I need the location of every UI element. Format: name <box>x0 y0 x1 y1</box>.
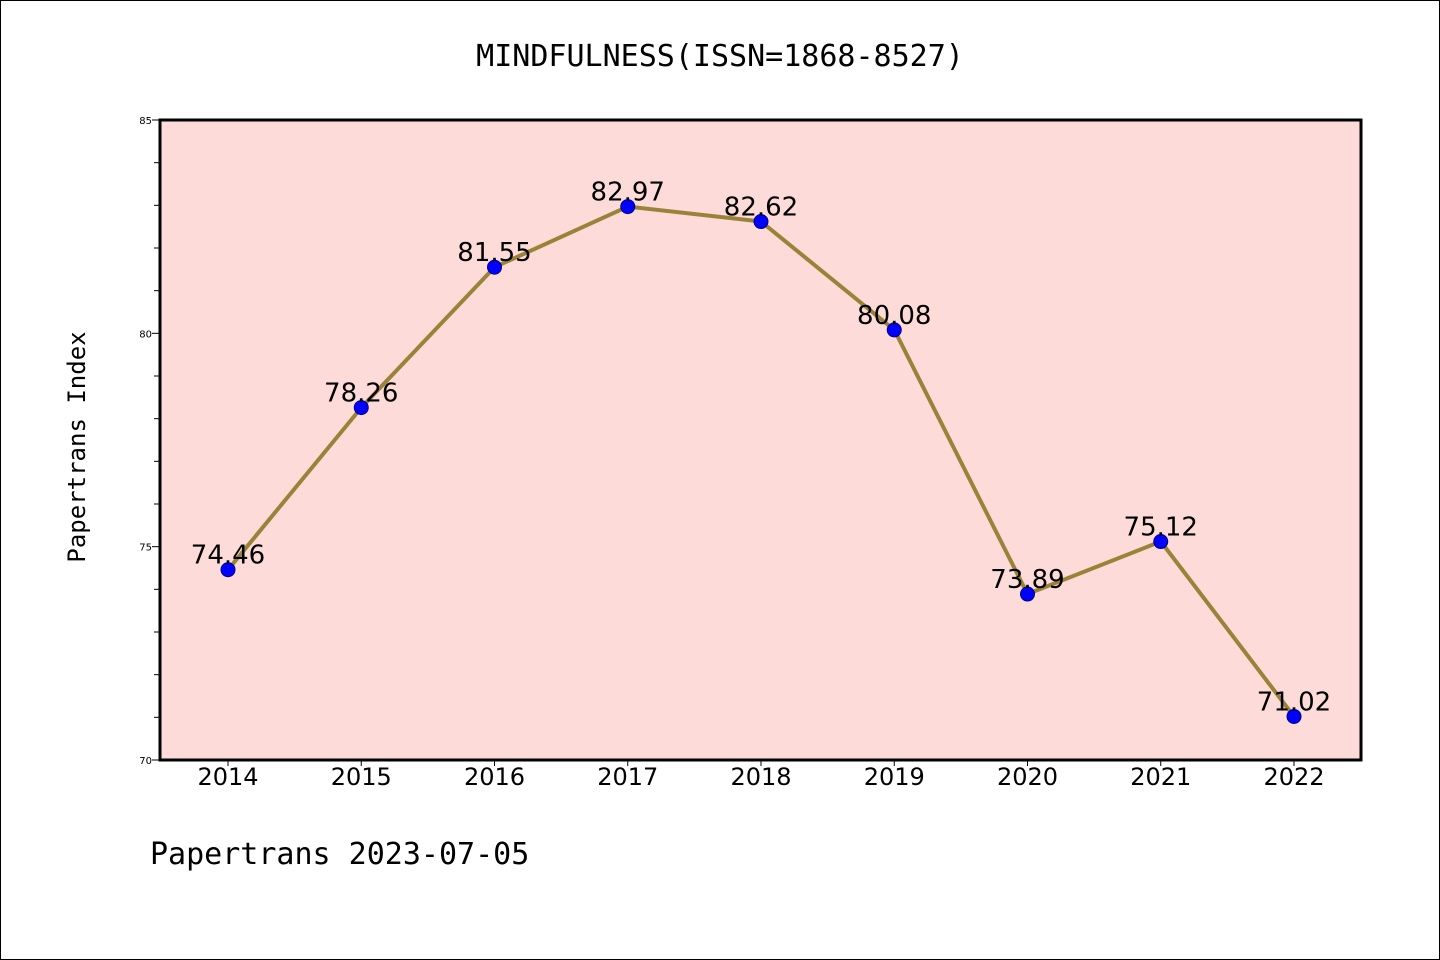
data-labels: 74.46 78.26 81.55 82.97 82.62 80.08 73.89 75.12… <box>191 178 1331 718</box>
data-label: 74.46 <box>191 541 265 571</box>
data-point <box>886 322 902 338</box>
chart-title: MINDFULNESS(ISSN=1868-8527) <box>476 39 964 74</box>
data-label: 78.26 <box>324 379 398 409</box>
data-point <box>753 214 769 230</box>
x-tick-label: 2018 <box>730 763 791 791</box>
data-points <box>220 199 1302 724</box>
data-label: 73.89 <box>990 565 1064 595</box>
data-label: 81.55 <box>457 238 531 268</box>
data-point <box>220 562 236 578</box>
data-point <box>620 199 636 215</box>
data-label: 82.97 <box>591 178 665 208</box>
x-tick-label: 2022 <box>1263 763 1324 791</box>
y-tick-label: 85 <box>139 116 152 127</box>
x-tick-label: 2021 <box>1130 763 1191 791</box>
y-axis-label: Papertrans Index <box>63 331 91 562</box>
data-label: 75.12 <box>1124 513 1198 543</box>
data-point <box>487 259 502 275</box>
x-tick-label: 2017 <box>597 763 658 791</box>
data-label: 82.62 <box>724 193 798 223</box>
data-label: 71.02 <box>1257 687 1331 717</box>
data-point <box>1153 534 1169 550</box>
x-tick-label: 2016 <box>464 763 525 791</box>
data-label: 80.08 <box>857 301 931 331</box>
y-tick-labels: 70 75 80 85 <box>139 116 152 767</box>
x-tick-labels: 2014 2015 2016 2017 2018 2019 2020 2021 2022 <box>197 763 1324 791</box>
data-point <box>353 400 369 416</box>
y-tick-label: 75 <box>139 543 152 554</box>
data-point <box>1020 586 1035 602</box>
x-tick-label: 2020 <box>997 763 1058 791</box>
footer-text: Papertrans 2023-07-05 <box>150 837 529 872</box>
axis-ticks <box>152 119 1295 766</box>
x-tick-label: 2019 <box>864 763 925 791</box>
y-tick-label: 70 <box>139 756 152 767</box>
x-tick-label: 2014 <box>197 763 258 791</box>
x-tick-label: 2015 <box>331 763 392 791</box>
data-point <box>1286 708 1302 724</box>
y-tick-label: 80 <box>139 329 152 340</box>
